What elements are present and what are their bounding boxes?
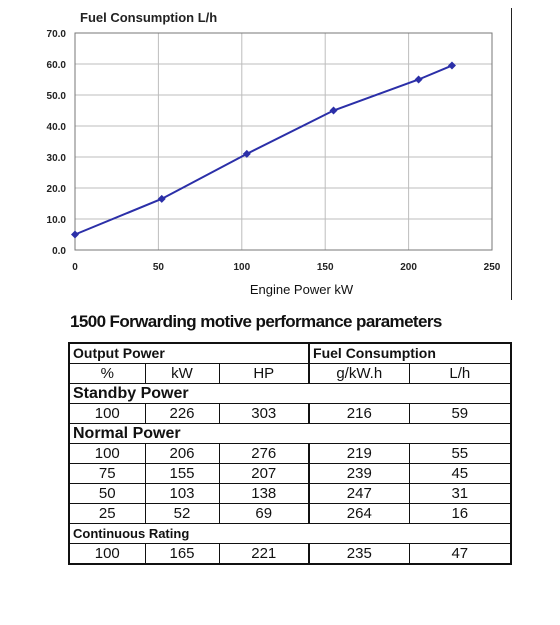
table-cell: 235 — [308, 543, 410, 565]
data-point — [242, 149, 251, 158]
table-cell: 155 — [144, 463, 220, 484]
table-cell: 103 — [144, 483, 220, 504]
y-tick-label: 60.0 — [47, 60, 67, 71]
x-tick-label: 250 — [484, 262, 501, 273]
x-axis-label: Engine Power kW — [250, 282, 354, 297]
table-cell: 16 — [408, 503, 512, 524]
table-row: 25 52 69 264 16 — [68, 503, 512, 524]
fuel-consumption-header: Fuel Consumption — [308, 342, 512, 364]
col-header-hp: HP — [218, 363, 310, 384]
data-point — [157, 194, 166, 203]
table-cell: 207 — [218, 463, 310, 484]
x-tick-label: 200 — [400, 262, 417, 273]
y-tick-label: 70.0 — [47, 29, 67, 40]
col-header-lh: L/h — [408, 363, 512, 384]
y-tick-label: 30.0 — [47, 153, 67, 164]
table-cell: 50 — [68, 483, 146, 504]
table-cell: 75 — [68, 463, 146, 484]
edge-line — [511, 8, 512, 300]
table-row: 100 226 303 216 59 — [68, 403, 512, 424]
table-cell: 31 — [408, 483, 512, 504]
table-body: Output Power Fuel Consumption % kW HP g/… — [68, 342, 512, 565]
table-cell: 239 — [308, 463, 410, 484]
section-label: Normal Power — [68, 423, 512, 444]
performance-table: Output Power Fuel Consumption % kW HP g/… — [68, 342, 513, 565]
table-row: 75 155 207 239 45 — [68, 463, 512, 484]
section-row: Normal Power — [68, 423, 512, 444]
table-cell: 45 — [408, 463, 512, 484]
table-row: 100 206 276 219 55 — [68, 443, 512, 464]
table-cell: 264 — [308, 503, 410, 524]
col-header-percent: % — [68, 363, 146, 384]
table-cell: 69 — [218, 503, 310, 524]
x-tick-label: 150 — [317, 262, 334, 273]
y-tick-label: 40.0 — [47, 122, 67, 133]
table-cell: 100 — [68, 443, 146, 464]
table-cell: 47 — [408, 543, 512, 565]
section-label: Standby Power — [68, 383, 512, 404]
table-cell: 206 — [144, 443, 220, 464]
table-cell: 165 — [144, 543, 220, 565]
table-cell: 216 — [308, 403, 410, 424]
table-row: 50 103 138 247 31 — [68, 483, 512, 504]
col-header-kw: kW — [144, 363, 220, 384]
table-cell: 219 — [308, 443, 410, 464]
table-cell: 303 — [218, 403, 310, 424]
table-cell: 100 — [68, 543, 146, 565]
table-cell: 59 — [408, 403, 512, 424]
output-power-header: Output Power — [68, 342, 310, 364]
table-row: 100 165 221 235 47 — [68, 543, 512, 565]
chart-title: Fuel Consumption L/h — [80, 10, 217, 25]
table-cell: 100 — [68, 403, 146, 424]
table-title: 1500 Forwarding motive performance param… — [70, 312, 442, 331]
group-header-row: Output Power Fuel Consumption — [68, 342, 512, 364]
table-cell: 226 — [144, 403, 220, 424]
section-label: Continuous Rating — [68, 523, 512, 544]
table-cell: 55 — [408, 443, 512, 464]
x-tick-label: 0 — [72, 262, 78, 273]
chart-svg: 0.0 10.0 20.0 30.0 40.0 50.0 60.0 70.0 0 50 100 150… — [47, 10, 501, 297]
data-point — [447, 61, 456, 70]
data-point — [71, 230, 79, 239]
table-cell: 247 — [308, 483, 410, 504]
series-line — [74, 64, 453, 236]
section-row: Standby Power — [68, 383, 512, 404]
table-cell: 138 — [218, 483, 310, 504]
y-tick-label: 50.0 — [47, 91, 67, 102]
column-header-row: % kW HP g/kW.h L/h — [68, 363, 512, 384]
table-cell: 276 — [218, 443, 310, 464]
plot-area — [75, 33, 492, 250]
section-row: Continuous Rating — [68, 523, 512, 544]
x-tick-label: 50 — [153, 262, 165, 273]
y-tick-label: 10.0 — [47, 215, 67, 226]
y-tick-label: 0.0 — [52, 246, 66, 257]
table-cell: 52 — [144, 503, 220, 524]
x-tick-label: 100 — [233, 262, 250, 273]
data-point — [414, 75, 423, 84]
data-point — [329, 106, 338, 115]
fuel-consumption-chart: 0.0 10.0 20.0 30.0 40.0 50.0 60.0 70.0 0 50 100 150… — [0, 0, 560, 300]
col-header-gkwh: g/kW.h — [308, 363, 410, 384]
table-cell: 25 — [68, 503, 146, 524]
plot-frame — [74, 32, 493, 251]
table-cell: 221 — [218, 543, 310, 565]
y-tick-label: 20.0 — [47, 184, 67, 195]
